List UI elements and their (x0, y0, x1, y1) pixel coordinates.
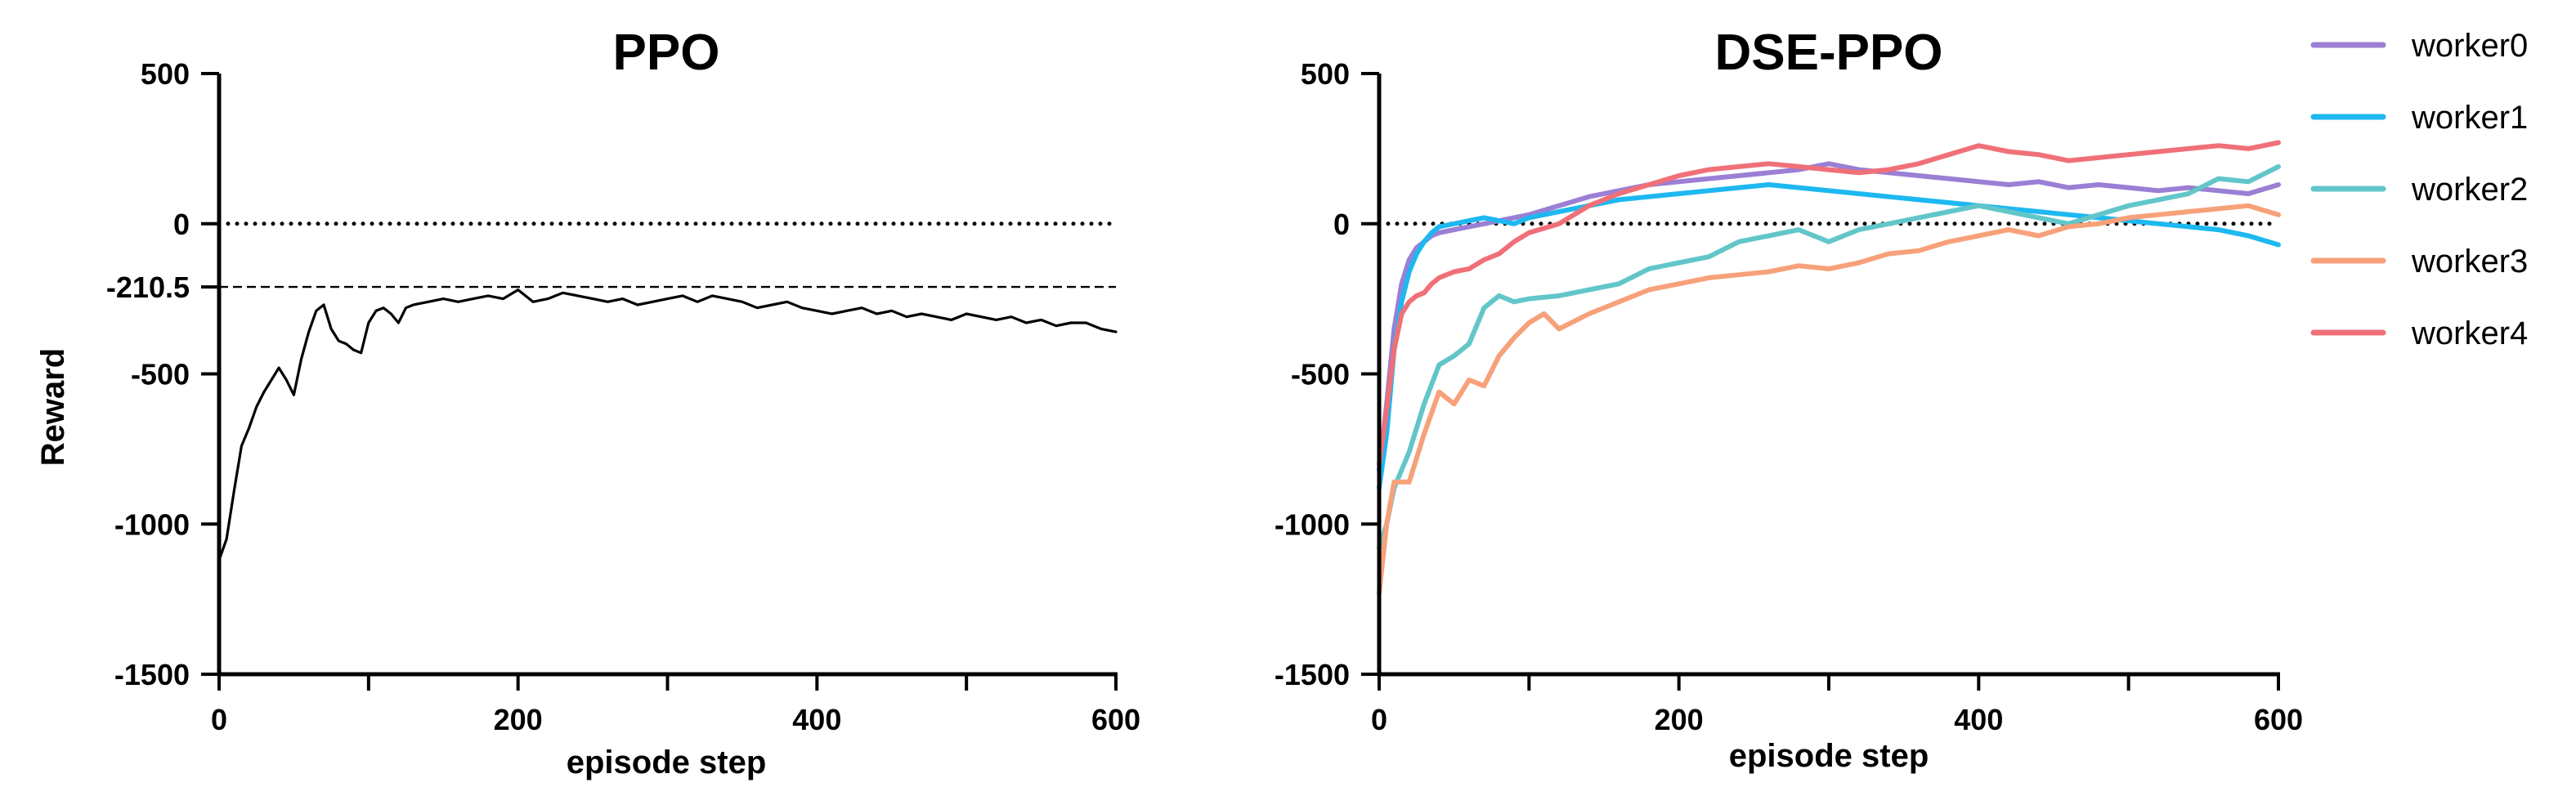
dse-ppo-title: DSE-PPO (1714, 25, 1942, 81)
dse-ppo-ticks: 500 0 -500 -1000 -1500 0 200 400 600 (1275, 57, 2303, 736)
dse-ppo-panel: DSE-PPO episode step 500 0 -500 -1000 -1500 0… (1275, 25, 2303, 774)
legend-label: worker1 (2411, 100, 2528, 136)
x-axis-label: episode step (1729, 738, 1929, 774)
y-tick-label: -1500 (114, 658, 190, 691)
ppo-lines (217, 221, 1118, 561)
series-line-worker3 (1377, 203, 2281, 596)
x-tick-label: 200 (1655, 703, 1704, 736)
y-tick-label: 0 (173, 208, 190, 241)
legend: worker0 worker1 worker2 worker3 worker4 (2310, 28, 2528, 351)
series-line-worker1 (1377, 182, 2281, 491)
x-tick-label: 600 (1091, 703, 1140, 736)
y-tick-label: -1000 (1275, 508, 1350, 541)
legend-label: worker2 (2411, 172, 2528, 208)
x-tick-label: 0 (1371, 703, 1387, 736)
dse-ppo-lines (1377, 140, 2281, 596)
series-line (217, 288, 1118, 561)
legend-label: worker4 (2411, 315, 2528, 351)
y-tick-label: -500 (131, 358, 190, 391)
series-line-worker2 (1377, 163, 2281, 551)
x-axis-label: episode step (567, 745, 767, 780)
legend-label: worker0 (2411, 28, 2528, 64)
ppo-panel: PPO Reward episode step 500 0 -210.5 -500 -1… (35, 25, 1140, 780)
x-tick-label: 400 (792, 703, 841, 736)
y-tick-label: -500 (1291, 358, 1350, 391)
y-tick-label: -210.5 (106, 271, 190, 304)
y-tick-label: 500 (141, 57, 190, 91)
y-tick-label: -1000 (114, 508, 190, 541)
dse-ppo-axes (1377, 74, 2280, 677)
y-tick-label: -1500 (1275, 658, 1350, 691)
y-tick-label: 0 (1333, 208, 1350, 241)
x-tick-label: 200 (494, 703, 543, 736)
x-tick-label: 400 (1954, 703, 2003, 736)
x-tick-label: 600 (2254, 703, 2303, 736)
ppo-axes (217, 74, 1118, 677)
series-line-worker0 (1377, 161, 2281, 473)
ppo-ticks: 500 0 -210.5 -500 -1000 -1500 0 200 400 600 (106, 57, 1140, 736)
series-line-worker4 (1377, 140, 2281, 467)
legend-label: worker3 (2411, 244, 2528, 279)
ppo-title: PPO (613, 25, 720, 81)
y-tick-label: 500 (1301, 57, 1350, 91)
x-tick-label: 0 (211, 703, 227, 736)
y-axis-label: Reward (35, 348, 71, 467)
